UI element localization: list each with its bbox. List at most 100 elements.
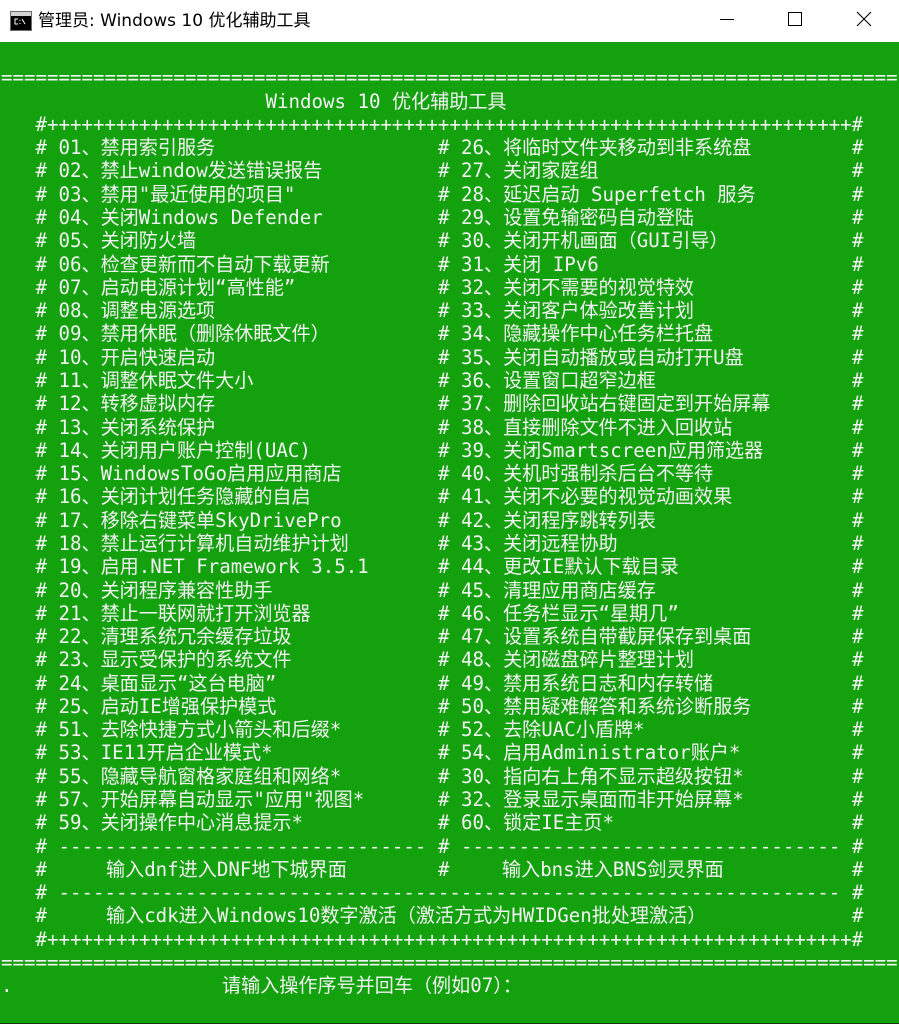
menu-option: 57、开始屏幕自动显示"应用"视图* [58,788,365,812]
frame-hash: # [438,159,450,183]
menu-option: 45、清理应用商店缓存 [461,578,656,602]
frame-hash: # [35,904,48,928]
frame-top-row: #+++++++++++++++++++++++++++++++++++++++… [0,113,899,136]
menu-row: #19、启用.NET Framework 3.5.1 #44、更改IE默认下载目录… [0,555,899,578]
close-button[interactable] [829,0,899,42]
menu-option: 35、关闭自动播放或自动打开U盘 [461,345,744,369]
menu-option: 07、启动电源计划“高性能” [58,275,296,299]
frame-hash: # [852,392,864,416]
frame-hash: # [35,625,48,649]
frame-hash: # [852,322,864,346]
frame-hash: # [438,788,450,812]
frame-hash: # [35,345,48,369]
console-area[interactable]: ========================================… [0,42,899,1024]
menu-option: 28、延迟启动 Superfetch 服务 [461,182,756,206]
frame-hash: # [35,531,48,555]
prompt-prefix: . [1,974,13,998]
menu-option: 11、调整休眠文件大小 [58,369,254,392]
frame-hash: # [35,159,48,183]
menu-option: 31、关闭 IPv6 [461,252,599,276]
frame-hash: # [852,415,864,439]
menu-option: 30、指向右上角不显示超级按钮* [461,764,744,788]
frame-hash: # [852,159,864,183]
menu-option: 10、开启快速启动 [58,345,216,369]
tool-title: Windows 10 优化辅助工具 [265,89,507,113]
menu-option: 14、关闭用户账户控制(UAC) [58,438,311,462]
frame-hash: # [35,462,48,486]
menu-option: 30、关闭开机画面（GUI引导） [461,229,729,253]
menu-row: #12、转移虚拟内存 #37、删除回收站右键固定到开始屏幕 # [0,392,899,415]
menu-row: #14、关闭用户账户控制(UAC) #39、关闭Smartscreen应用筛选器 # [0,439,899,462]
menu-row: #05、关闭防火墙 #30、关闭开机画面（GUI引导） # [0,229,899,252]
console-app-icon[interactable] [10,11,32,31]
menu-option: 25、启动IE增强保护模式 [58,694,277,718]
plus-rule: #+++++++++++++++++++++++++++++++++++++++… [35,927,864,951]
command-input[interactable] [522,977,562,997]
bottom-double-rule-row: ========================================… [0,951,899,974]
menu-row: #51、去除快捷方式小箭头和后缀* #52、去除UAC小盾牌* # [0,718,899,741]
frame-hash: # [438,648,450,672]
menu-option: 48、关闭磁盘碎片整理计划 [461,648,695,672]
maximize-button[interactable] [761,0,829,42]
bns-command-hint: 输入bns进入BNS剑灵界面 [502,857,724,881]
frame-hash: # [438,182,450,206]
frame-hash: # [438,392,450,416]
frame-hash: # [852,881,864,905]
menu-option: 47、设置系统自带截屏保存到桌面 [461,625,752,649]
frame-hash: # [438,811,450,835]
menu-row: #10、开启快速启动 #35、关闭自动播放或自动打开U盘 # [0,346,899,369]
equals-rule: ========================================… [1,951,898,974]
menu-row: #07、启动电源计划“高性能” #32、关闭不需要的视觉特效 # [0,276,899,299]
frame-hash: # [852,601,864,625]
menu-option: 04、关闭Windows Defender [58,206,323,230]
menu-option: 55、隐藏导航窗格家庭组和网络* [58,764,342,788]
frame-hash: # [438,345,450,369]
menu-option: 06、检查更新而不自动下载更新 [58,252,330,276]
menu-row: #01、禁用索引服务 #26、将临时文件夹移动到非系统盘 # [0,136,899,159]
frame-hash: # [852,578,864,602]
frame-hash: # [438,369,450,392]
menu-option: 50、禁用疑难解答和系统诊断服务 [461,694,752,718]
menu-option: 13、关闭系统保护 [58,415,216,439]
frame-hash: # [852,345,864,369]
menu-option: 36、设置窗口超窄边框 [461,369,656,392]
frame-hash: # [438,857,450,881]
prompt-text: 请输入操作序号并回车（例如07）： [222,974,522,998]
frame-hash: # [438,275,450,299]
top-double-rule-row: ========================================… [0,66,899,89]
title-bar[interactable]: 管理员: Windows 10 优化辅助工具 [0,0,899,42]
menu-row: #11、调整休眠文件大小 #36、设置窗口超窄边框 # [0,369,899,392]
menu-row: #16、关闭计划任务隐藏的自启 #41、关闭不必要的视觉动画效果 # [0,485,899,508]
menu-row: #22、清理系统冗余缓存垃圾 #47、设置系统自带截屏保存到桌面 # [0,625,899,648]
menu-option: 32、登录显示桌面而非开始屏幕* [461,788,744,812]
menu-option: 17、移除右键菜单SkyDrivePro [58,508,342,532]
menu-option: 52、去除UAC小盾牌* [461,718,645,742]
menu-option: 05、关闭防火墙 [58,229,197,253]
frame-hash: # [35,764,48,788]
menu-option: 29、设置免输密码自动登陆 [461,206,695,230]
frame-hash: # [852,625,864,649]
frame-hash: # [35,415,48,439]
menu-row: #08、调整电源选项 #33、关闭客户体验改善计划 # [0,299,899,322]
frame-hash: # [852,438,864,462]
minimize-button[interactable] [693,0,761,42]
menu-option: 39、关闭Smartscreen应用筛选器 [461,438,764,462]
menu-option: 34、隐藏操作中心任务栏托盘 [461,322,714,346]
frame-hash: # [438,671,450,695]
frame-hash: # [35,857,48,881]
frame-hash: # [35,206,48,230]
frame-hash: # [35,275,48,299]
frame-hash: # [438,625,450,649]
menu-option: 42、关闭程序跳转列表 [461,508,656,532]
frame-hash: # [852,718,864,742]
menu-option: 60、锁定IE主页* [461,811,614,835]
frame-hash: # [438,252,450,276]
frame-hash: # [35,601,48,625]
menu-option: 33、关闭客户体验改善计划 [461,299,695,323]
frame-hash: # [438,508,450,532]
menu-option: 19、启用.NET Framework 3.5.1 [58,555,369,579]
frame-hash: # [438,299,450,323]
menu-option: 32、关闭不需要的视觉特效 [461,275,695,299]
menu-option: 38、直接删除文件不进入回收站 [461,415,733,439]
frame-hash: # [35,788,48,812]
